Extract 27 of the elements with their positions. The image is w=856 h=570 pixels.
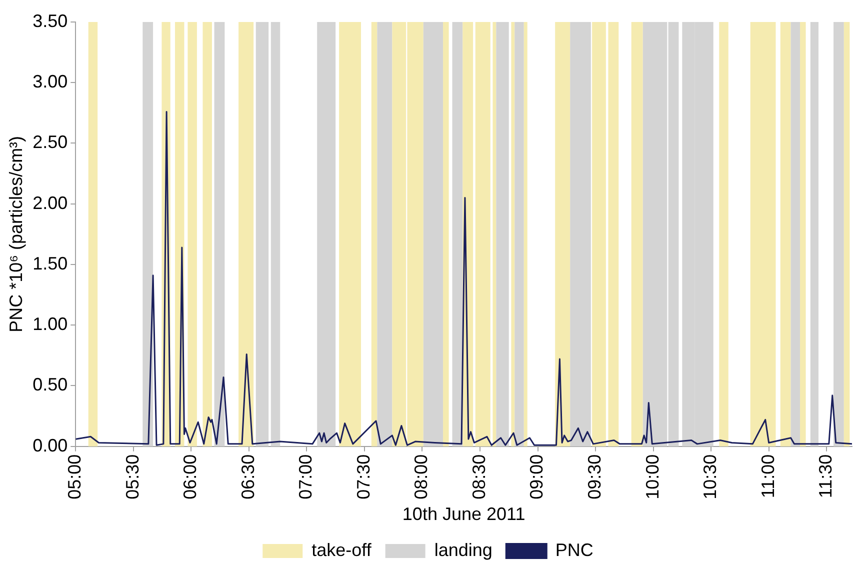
x-tick-label: 08:00 <box>411 454 432 500</box>
x-tick-label: 08:30 <box>468 454 489 500</box>
y-tick-label: 3.50 <box>32 10 68 31</box>
y-tick-label: 1.50 <box>32 253 68 274</box>
x-tick-label: 05:00 <box>64 454 85 500</box>
y-tick-label: 1.00 <box>32 314 68 334</box>
y-tick-label: 2.50 <box>32 132 68 152</box>
y-tick-label: 2.00 <box>32 192 68 213</box>
x-tick-label: 09:30 <box>584 454 604 500</box>
x-tick-label: 10:30 <box>700 454 720 500</box>
x-tick-label: 11:00 <box>758 454 778 498</box>
x-tick-label: 06:30 <box>238 454 258 500</box>
legend-label: landing <box>434 540 492 560</box>
x-tick-label: 10:00 <box>642 454 662 500</box>
x-tick-label: 09:00 <box>526 454 547 500</box>
x-tick-label: 11:30 <box>816 454 836 498</box>
x-tick-label: 07:00 <box>296 454 316 500</box>
x-tick-label: 06:00 <box>180 454 200 500</box>
legend-label: take-off <box>312 540 372 560</box>
y-tick-label: 0.00 <box>32 435 68 456</box>
x-tick-label: 05:30 <box>122 454 142 500</box>
x-axis-title: 10th June 2011 <box>402 504 526 524</box>
legend-label: PNC <box>555 540 594 560</box>
y-tick-label: 0.50 <box>32 374 68 395</box>
y-tick-label: 3.00 <box>32 72 68 92</box>
x-tick-label: 07:30 <box>353 454 374 500</box>
y-axis-title: PNC *10⁶ (particles/cm³) <box>6 136 26 332</box>
